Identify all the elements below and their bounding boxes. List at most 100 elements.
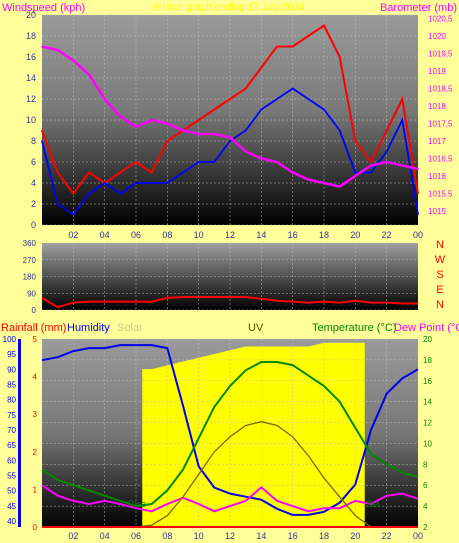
data-point-barometer <box>338 185 341 188</box>
time-tick-label: 06 <box>131 531 141 541</box>
data-point-gust <box>56 171 59 174</box>
data-point-avg <box>338 129 341 132</box>
time-tick-label: 14 <box>256 230 266 240</box>
humidity-tick-label: 85 <box>7 380 16 389</box>
time-tick-label: 06 <box>131 230 141 240</box>
time-tick-label: 22 <box>382 230 392 240</box>
barometer-tick-labels: 1015 1015,5 1016 1016,5 1017 1017,5 1018 1018,5… <box>428 15 453 217</box>
humidity-tick-labels: 40 45 50 55 60 65 70 75 80 85 90 95 100 <box>3 335 17 526</box>
data-point-gust <box>370 161 372 163</box>
windspeed-tick-label: 14 <box>26 73 36 83</box>
time-tick-label: 10 <box>194 531 204 541</box>
data-point-avg <box>135 182 137 184</box>
time-tick-label: 20 <box>350 531 360 541</box>
data-point-barometer <box>401 164 404 167</box>
barometer-tick-label: 1019 <box>428 67 446 76</box>
time-tick-label: 08 <box>162 531 172 541</box>
data-point-barometer <box>166 122 169 125</box>
data-point-gust <box>119 171 122 174</box>
barometer-tick-label: 1015 <box>428 207 446 216</box>
data-point-gust <box>150 171 153 174</box>
data-point-barometer <box>276 161 278 163</box>
data-point-gust <box>385 129 388 132</box>
data-point-avg <box>182 171 184 174</box>
windspeed-tick-label: 16 <box>26 52 36 62</box>
humidity-tick-label: 75 <box>7 411 16 420</box>
data-point-avg <box>244 129 247 132</box>
data-point-gust <box>401 98 404 100</box>
uv-axis-label: UV <box>248 322 264 334</box>
chart-subtitle: 0 Hour graph ending 17 July 2024 <box>154 2 305 13</box>
uv-tick-label: 4 <box>33 373 38 382</box>
temperature-tick-label: 2 <box>423 523 428 532</box>
time-tick-label: 08 <box>162 230 172 240</box>
humidity-tick-label: 40 <box>7 517 16 526</box>
data-point-avg <box>150 182 153 184</box>
windspeed-tick-label: 6 <box>31 157 36 167</box>
temperature-tick-label: 8 <box>423 460 428 469</box>
time-tick-label: 12 <box>225 531 235 541</box>
windspeed-axis-label: Windspeed (kph) <box>2 2 85 14</box>
windspeed-tick-label: 2 <box>31 199 36 209</box>
data-point-avg <box>72 213 75 216</box>
data-point-avg <box>103 182 106 184</box>
data-point-avg <box>401 119 404 121</box>
data-point-avg <box>385 150 388 153</box>
data-point-barometer <box>229 136 231 139</box>
barometer-tick-label: 1018 <box>428 102 446 111</box>
uv-tick-label: 0 <box>33 523 38 532</box>
temperature-tick-label: 14 <box>423 398 432 407</box>
barometer-tick-label: 1019,5 <box>428 50 453 59</box>
data-point-barometer <box>354 175 357 177</box>
data-point-barometer <box>72 59 75 62</box>
barometer-tick-label: 1018,5 <box>428 85 453 94</box>
data-point-gust <box>354 140 357 142</box>
barometer-tick-label: 1015,5 <box>428 190 453 199</box>
data-point-barometer <box>260 157 263 160</box>
uv-tick-labels: 0 1 2 3 4 5 <box>33 335 38 532</box>
data-point-barometer <box>417 168 419 170</box>
temperature-tick-label: 18 <box>423 356 432 365</box>
data-point-barometer <box>323 182 325 184</box>
temperature-tick-label: 10 <box>423 439 432 448</box>
data-point-gust <box>197 119 200 121</box>
barometer-tick-label: 1020 <box>428 32 446 41</box>
data-point-avg <box>417 213 419 216</box>
data-point-barometer <box>41 45 43 48</box>
data-point-barometer <box>307 178 310 181</box>
data-point-barometer <box>213 133 216 135</box>
data-point-barometer <box>244 150 247 153</box>
time-tick-labels-top: 02 04 06 08 10 12 14 16 18 20 22 00 <box>68 230 423 240</box>
windspeed-tick-labels: 0 2 4 6 8 10 12 14 16 18 20 <box>26 10 36 230</box>
temperature-tick-label: 4 <box>423 502 428 511</box>
direction-tick-label: 270 <box>23 256 37 265</box>
series-line-direction <box>41 296 418 309</box>
humidity-tick-label: 55 <box>7 471 16 480</box>
direction-series <box>41 296 418 309</box>
data-point-barometer <box>370 164 372 167</box>
series-line-humidity <box>41 344 419 516</box>
data-point-barometer <box>88 73 90 76</box>
data-point-avg <box>41 140 43 142</box>
compass-label: E <box>436 284 443 296</box>
data-point-barometer <box>56 49 59 51</box>
data-point-avg <box>323 108 325 111</box>
data-point-avg <box>229 140 231 142</box>
barometer-axis-label: Barometer (mb) <box>380 2 457 14</box>
uv-tick-label: 1 <box>33 485 38 494</box>
data-point-avg <box>354 171 357 174</box>
time-tick-label: 22 <box>382 531 392 541</box>
data-point-barometer <box>385 161 388 163</box>
sunset-label: Set <box>366 499 380 509</box>
direction-tick-label: 0 <box>32 306 37 315</box>
windspeed-tick-label: 4 <box>31 178 36 188</box>
data-point-gust <box>417 192 419 195</box>
solar-area <box>142 342 365 527</box>
temperature-axis-label: Temperature (°C) <box>312 322 396 334</box>
data-point-avg <box>276 98 278 100</box>
time-tick-label: 20 <box>350 230 360 240</box>
